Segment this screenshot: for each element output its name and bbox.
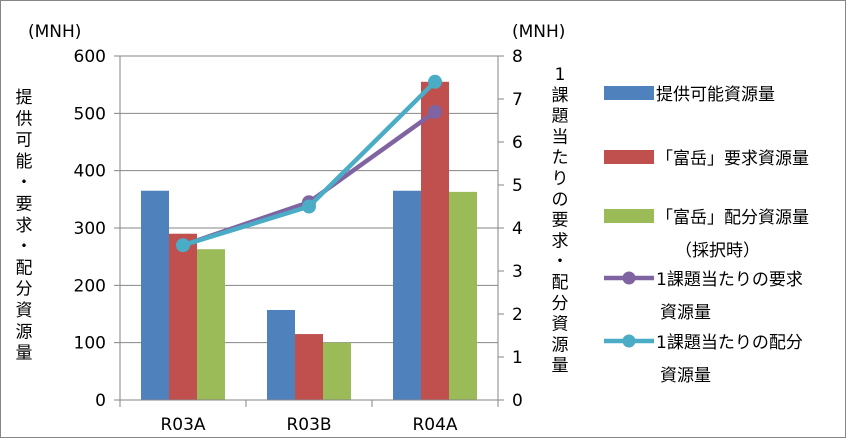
right-tick-label: 8 [512, 47, 523, 67]
left-tick-label: 300 [74, 219, 106, 239]
legend-swatch-3 [604, 209, 654, 223]
right-tick-label: 3 [512, 262, 523, 282]
bar-R03B-2 [295, 334, 323, 400]
line-point-2-R03A [176, 238, 190, 253]
left-axis-ticks: 0 100 200 300 400 500 600 [74, 47, 106, 411]
right-axis-title-text: 1 課題当たりの要求・配分資源量 [552, 65, 569, 376]
legend-swatch-2 [604, 150, 654, 164]
right-tick-label: 4 [512, 219, 523, 239]
right-axis-ticks: 0 1 2 3 4 5 6 7 8 [512, 47, 523, 411]
bar-R03B-3 [323, 342, 351, 400]
right-tick-label: 0 [512, 391, 523, 411]
right-tick-label: 7 [512, 90, 523, 110]
left-tick-label: 0 [95, 391, 106, 411]
legend-swatch-1 [604, 86, 654, 100]
legend-label-5: 1課題当たりの配分 [656, 333, 803, 353]
bar-R04A-2 [421, 81, 449, 401]
right-tick-label: 6 [512, 133, 523, 153]
legend-label-5: 資源量 [660, 366, 711, 386]
left-tick-label: 500 [74, 104, 106, 124]
legend-label-4: 1課題当たりの要求 [656, 270, 803, 290]
line-point-2-R04A [428, 74, 442, 89]
right-tick-label: 1 [512, 348, 523, 368]
legend-label-4: 資源量 [660, 303, 711, 323]
legend-marker-5 [622, 334, 636, 348]
category-label: R03B [286, 415, 331, 435]
left-axis-unit: (MNH) [28, 22, 81, 42]
right-axis-unit: (MNH) [512, 22, 565, 42]
line-point-1-R04A [428, 104, 442, 119]
bar-R04A-3 [449, 191, 477, 400]
bar-R04A-1 [393, 190, 421, 400]
bar-R03A-1 [141, 190, 169, 400]
line-series [176, 74, 442, 253]
category-label: R04A [412, 415, 457, 435]
bar-R03A-2 [169, 233, 197, 400]
left-axis-title: 提供可能・要求・配分資源量 [16, 88, 33, 364]
legend-label-3: （採択時） [675, 241, 760, 261]
left-tick-label: 200 [74, 276, 106, 296]
category-label: R03A [160, 415, 205, 435]
category-axis-ticks: R03A R03B R04A [160, 415, 457, 435]
bar-R03B-1 [267, 309, 295, 400]
left-tick-label: 600 [74, 47, 106, 67]
legend-label-3: 「富岳」配分資源量 [656, 208, 809, 228]
right-tick-label: 2 [512, 305, 523, 325]
bar-R03A-3 [197, 249, 225, 400]
left-tick-label: 400 [74, 162, 106, 182]
right-tick-label: 5 [512, 176, 523, 196]
left-tick-label: 100 [74, 334, 106, 354]
legend-label-1: 提供可能資源量 [656, 85, 775, 105]
legend-marker-4 [622, 271, 636, 285]
line-point-2-R03B [302, 199, 316, 214]
left-axis-title-text: 提供可能・要求・配分資源量 [16, 88, 33, 364]
bar-series [141, 81, 477, 401]
legend-label-2: 「富岳」要求資源量 [656, 149, 809, 169]
right-axis-title: 1 課題当たりの要求・配分資源量 [552, 65, 569, 376]
axes [114, 55, 504, 407]
legend: 提供可能資源量「富岳」要求資源量「富岳」配分資源量 （採択時） 1課題当たりの要求資… [604, 85, 809, 386]
